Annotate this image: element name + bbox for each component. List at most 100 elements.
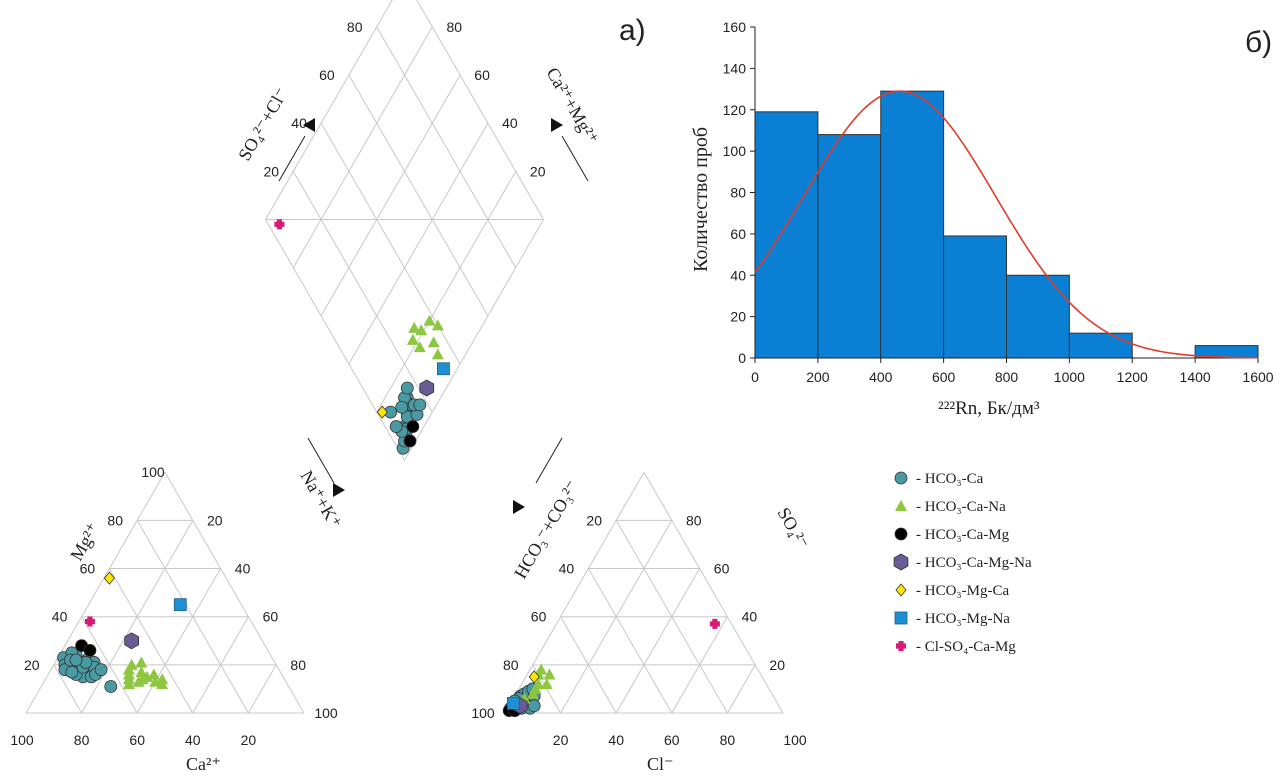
anion-point — [527, 699, 541, 713]
tick-label: 60 — [714, 561, 730, 577]
y-tick-label: 120 — [723, 102, 747, 118]
grid-line — [53, 664, 83, 714]
cation-point — [122, 663, 135, 675]
cation-point — [122, 678, 135, 690]
legend-marker — [894, 611, 908, 625]
grid-line — [136, 568, 222, 714]
panel-label-a: а) — [619, 14, 646, 47]
legend-label: - HCO₃-Mg-Na — [916, 611, 1010, 627]
cation-point — [135, 666, 148, 678]
legend-item: - HCO₃-Mg-Na — [894, 611, 1010, 627]
tick-label: 80 — [74, 732, 90, 748]
x-tick-label: 1000 — [1054, 369, 1085, 385]
legend-item: - HCO₃-Ca-Mg — [894, 527, 1010, 543]
legend-item: - HCO₃-Mg-Ca — [895, 583, 1009, 599]
x-tick-label: 400 — [869, 369, 893, 385]
legend-marker — [895, 500, 907, 511]
diamond-point — [419, 379, 435, 397]
legend: - HCO₃-Ca - HCO₃-Ca-Na - HCO₃-Ca-Mg - HCO₃-… — [893, 471, 1032, 655]
histogram-bar — [1068, 332, 1133, 359]
legend-marker — [893, 553, 909, 571]
tick-label: 60 — [664, 732, 680, 748]
piper-grid: 100 80 60 40 20 20 40 60 80 100 20 40 60 80 100 20 40 60 8… — [10, 0, 807, 748]
tick-label: 60 — [319, 67, 335, 83]
x-tick-label: 1200 — [1117, 369, 1148, 385]
x-tick-label: 200 — [806, 369, 830, 385]
grid-line — [108, 568, 194, 714]
normal-fit-curve — [754, 90, 1259, 359]
tick-label: 80 — [686, 512, 702, 528]
legend-label: - Cl-SO₄-Ca-Mg — [916, 639, 1016, 655]
tick-label: 20 — [24, 657, 40, 673]
legend-item: - HCO₃-Ca-Na — [895, 499, 1006, 515]
tick-label: 80 — [290, 657, 306, 673]
histogram-bar — [754, 111, 819, 359]
y-tick-label: 60 — [730, 226, 746, 242]
diamond-point — [400, 381, 414, 395]
so4cl-axis-label: SO₄²⁻+Cl⁻ — [234, 84, 292, 164]
tick-label: 60 — [80, 561, 96, 577]
mg-axis-label: Mg²⁺ — [66, 519, 103, 564]
arrow-icon — [303, 118, 315, 132]
legend-label: - HCO₃-Ca — [916, 471, 984, 487]
diamond-point — [389, 420, 403, 433]
tick-label: 60 — [129, 732, 145, 748]
histogram-bar — [880, 90, 945, 359]
diamond-edge — [265, 219, 405, 461]
tick-label: 80 — [107, 512, 123, 528]
cation-point — [132, 675, 145, 687]
camg-axis-label: Ca²⁺+Mg²⁺ — [543, 64, 603, 148]
legend-label: - HCO₃-Ca-Mg-Na — [916, 555, 1032, 571]
anion-point — [506, 696, 520, 710]
piper-points — [57, 219, 720, 717]
cation-point — [135, 656, 148, 668]
arrow-icon — [551, 118, 563, 132]
anion-point — [709, 618, 720, 629]
tick-label: 80 — [720, 732, 736, 748]
cation-point — [69, 653, 83, 667]
grid-line — [376, 26, 517, 268]
diamond-point — [406, 420, 420, 433]
axis-arrows — [278, 135, 589, 484]
tick-label: 40 — [235, 561, 251, 577]
diamond-edge — [416, 0, 544, 220]
triangle-edge — [504, 471, 645, 714]
cation-point — [147, 668, 160, 680]
tick-label: 20 — [207, 512, 223, 528]
tick-label: 80 — [447, 19, 463, 35]
arrow-icon — [333, 483, 345, 497]
hist-y-label: Количество проб — [690, 127, 712, 272]
grid-line — [81, 616, 138, 714]
triangle-edge — [643, 471, 784, 714]
anion-point — [529, 682, 542, 694]
grid-line — [671, 616, 728, 714]
tick-label: 40 — [291, 115, 307, 131]
tick-label: 20 — [241, 732, 257, 748]
tick-label: 40 — [559, 561, 575, 577]
so4-axis-label: SO₄²⁻ — [774, 504, 813, 552]
anion-point — [543, 668, 556, 680]
legend-label: - HCO₃-Ca-Mg — [916, 527, 1010, 543]
grid-line — [292, 26, 433, 268]
diamond-point — [427, 336, 440, 348]
nak-axis-label: Na⁺+K⁺ — [297, 467, 346, 532]
tick-label: 20 — [553, 732, 569, 748]
diamond-point — [431, 319, 444, 331]
hist-x-label: ²²²Rn, Бк/дм³ — [938, 398, 1040, 419]
tick-label: 40 — [52, 609, 68, 625]
cation-point — [83, 644, 97, 657]
y-tick-label: 0 — [738, 350, 746, 366]
diamond-point — [376, 405, 388, 419]
legend-marker — [895, 583, 907, 597]
legend-label: - HCO₃-Mg-Ca — [916, 583, 1009, 599]
tick-label: 40 — [502, 115, 518, 131]
anion-point — [528, 670, 540, 684]
diamond-point — [274, 219, 285, 230]
tick-label: 100 — [141, 464, 165, 480]
tick-label: 60 — [531, 609, 547, 625]
triangle-edge — [25, 471, 166, 714]
diamond-point — [415, 324, 428, 336]
cation-point — [103, 571, 115, 585]
arrow-icon — [513, 500, 525, 514]
